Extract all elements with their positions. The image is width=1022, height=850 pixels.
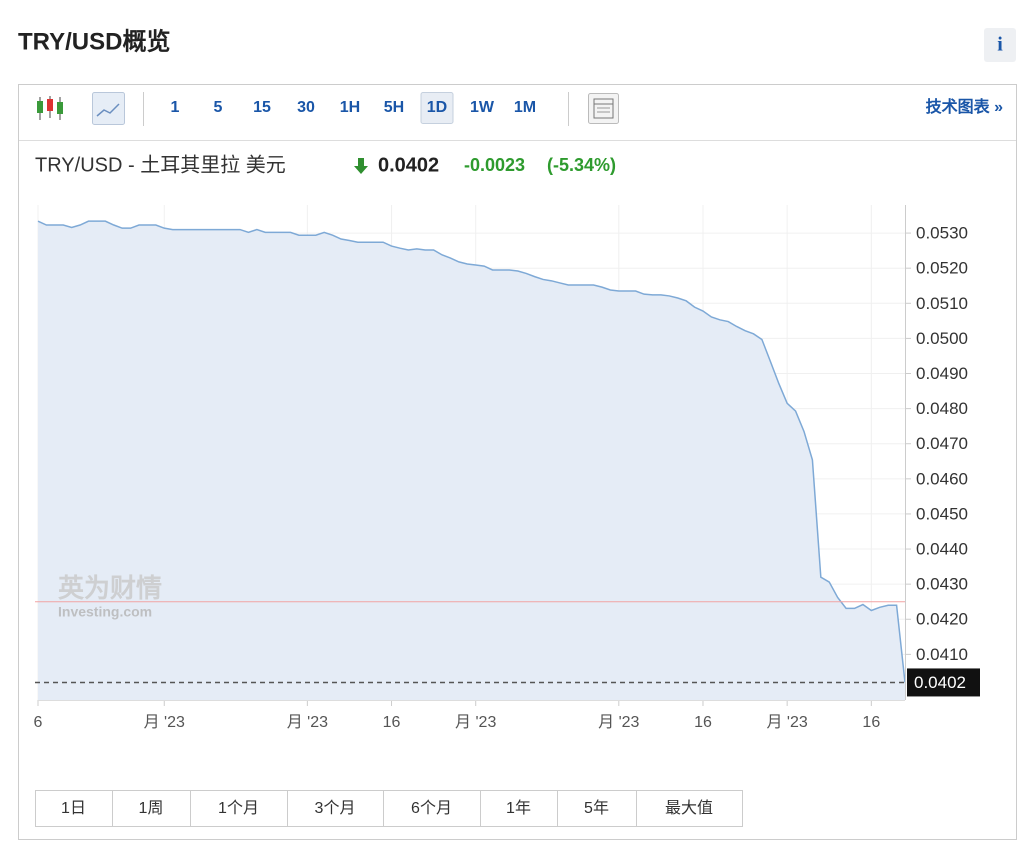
y-tick-label: 0.0430 — [916, 575, 968, 594]
y-tick-label: 0.0520 — [916, 259, 968, 278]
x-tick-label: 月 '23 — [287, 714, 328, 731]
quote-change-pct: (-5.34%) — [547, 155, 616, 175]
price-line — [37, 220, 906, 683]
x-tick-label: 16 — [862, 714, 880, 731]
interval-button[interactable]: 30 — [297, 99, 315, 116]
range-label[interactable]: 1个月 — [218, 799, 259, 817]
range-button[interactable] — [287, 790, 384, 827]
interval-button[interactable]: 15 — [253, 99, 271, 116]
quote-name: TRY/USD - 土耳其里拉 美元 — [35, 153, 286, 176]
y-tick-label: 0.0410 — [916, 645, 968, 664]
interval-button[interactable]: 5 — [214, 99, 223, 116]
interval-selected[interactable] — [420, 92, 454, 124]
watermark-site: Investing.com — [58, 604, 152, 620]
x-tick-label: 月 '23 — [144, 714, 185, 731]
interval-button[interactable]: 1M — [514, 99, 536, 116]
y-tick-label: 0.0490 — [916, 364, 968, 383]
info-icon[interactable]: i — [997, 34, 1003, 56]
candle-icon[interactable] — [37, 96, 63, 120]
chart-link[interactable]: 技术图表 » — [926, 97, 1003, 116]
y-tick-label: 0.0500 — [916, 329, 968, 348]
x-tick-label: 16 — [694, 714, 712, 731]
y-tick-label: 0.0510 — [916, 294, 968, 313]
watermark-brand: 英为财情 — [58, 573, 162, 603]
range-button[interactable] — [383, 790, 481, 827]
x-tick-label: 月 '23 — [455, 714, 496, 731]
x-tick-label: 月 '23 — [766, 714, 807, 731]
line-icon[interactable] — [92, 92, 125, 125]
x-tick-label: 6 — [34, 714, 43, 731]
last-price-label: 0.0402 — [914, 673, 966, 692]
x-tick-label: 月 '23 — [598, 714, 639, 731]
range-button[interactable] — [636, 790, 743, 827]
page-title: TRY/USD概览 — [18, 27, 170, 55]
interval-button[interactable]: 1 — [171, 99, 180, 116]
range-label[interactable]: 5年 — [584, 799, 609, 817]
y-tick-label: 0.0440 — [916, 540, 968, 559]
range-label[interactable]: 6个月 — [411, 799, 452, 817]
range-label[interactable]: 1周 — [139, 800, 164, 817]
y-tick-label: 0.0530 — [916, 224, 968, 243]
table-icon[interactable] — [588, 93, 619, 124]
last-price-box — [907, 668, 980, 697]
range-button[interactable] — [112, 790, 191, 827]
y-tick-label: 0.0420 — [916, 610, 968, 629]
y-tick-label: 0.0470 — [916, 434, 968, 453]
area — [38, 221, 905, 700]
range-button[interactable] — [35, 790, 113, 827]
interval-button[interactable]: 1W — [470, 99, 495, 116]
info-button[interactable] — [984, 28, 1016, 62]
range-button[interactable] — [190, 790, 288, 827]
range-button[interactable] — [557, 790, 637, 827]
down-arrow — [354, 158, 368, 174]
interval-button[interactable]: 1H — [340, 99, 360, 116]
y-tick-label: 0.0450 — [916, 504, 968, 523]
interval-button[interactable]: 5H — [384, 99, 404, 116]
range-label[interactable]: 最大值 — [665, 799, 713, 817]
quote-price: 0.0402 — [378, 154, 439, 176]
range-label[interactable]: 1日 — [61, 800, 86, 817]
y-tick-label: 0.0480 — [916, 399, 968, 418]
x-tick-label: 16 — [383, 714, 401, 731]
range-label[interactable]: 3个月 — [315, 799, 356, 817]
y-tick-label: 0.0460 — [916, 469, 968, 488]
quote-change: -0.0023 — [464, 155, 525, 175]
interval-button[interactable]: 1D — [427, 99, 447, 116]
range-label[interactable]: 1年 — [506, 799, 531, 817]
